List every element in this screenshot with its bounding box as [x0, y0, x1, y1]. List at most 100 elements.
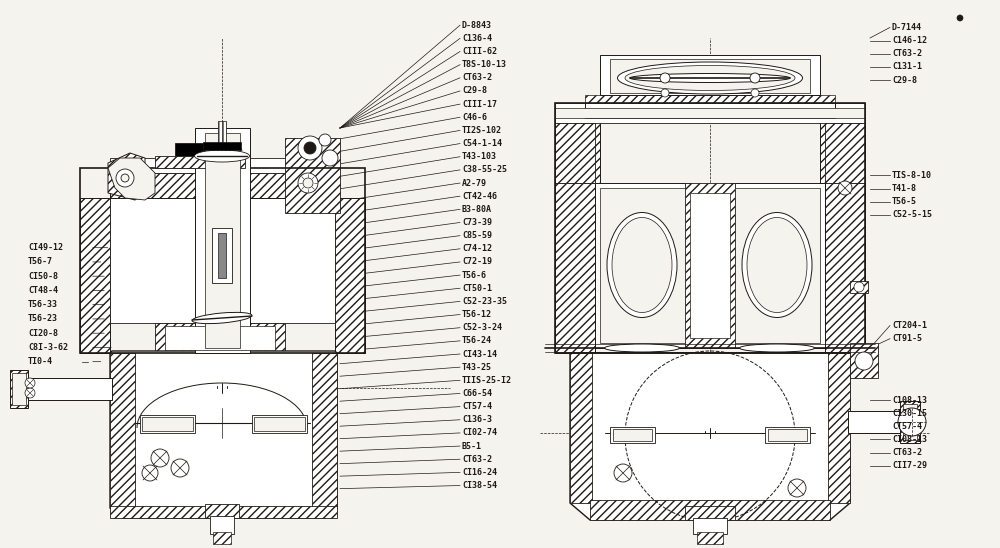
Bar: [555, 108, 865, 118]
Bar: [585, 95, 835, 103]
Circle shape: [855, 352, 873, 370]
Text: T56-12: T56-12: [462, 310, 492, 319]
Bar: [252, 415, 307, 433]
Bar: [155, 156, 245, 168]
Bar: [10, 370, 28, 408]
Text: C136-3: C136-3: [462, 415, 492, 424]
Polygon shape: [110, 351, 337, 518]
Bar: [825, 123, 865, 183]
Bar: [828, 353, 850, 503]
Ellipse shape: [618, 62, 802, 94]
Ellipse shape: [740, 344, 814, 352]
Bar: [768, 429, 807, 441]
Text: CT50-1: CT50-1: [462, 284, 492, 293]
Circle shape: [142, 465, 158, 481]
Circle shape: [751, 89, 759, 97]
Ellipse shape: [625, 66, 795, 90]
Bar: [165, 326, 275, 350]
Circle shape: [303, 178, 313, 188]
Text: A2-79: A2-79: [462, 179, 487, 187]
Text: CT57-4: CT57-4: [462, 402, 492, 411]
Bar: [213, 532, 231, 544]
Circle shape: [898, 408, 926, 436]
Polygon shape: [108, 153, 145, 200]
Circle shape: [304, 142, 316, 154]
Ellipse shape: [747, 218, 807, 312]
Circle shape: [322, 150, 338, 166]
Ellipse shape: [604, 344, 680, 352]
Bar: [110, 198, 335, 228]
Text: T56-23: T56-23: [28, 315, 58, 323]
Bar: [820, 113, 865, 183]
Ellipse shape: [630, 73, 790, 83]
Text: CIII-17: CIII-17: [462, 100, 497, 109]
Text: CT63-2: CT63-2: [892, 49, 922, 58]
Bar: [570, 353, 592, 503]
Text: CT42-46: CT42-46: [462, 192, 497, 201]
Bar: [218, 121, 226, 146]
Text: TIS-8-10: TIS-8-10: [892, 171, 932, 180]
Text: CT48-4: CT48-4: [28, 286, 58, 295]
Text: CIII-62: CIII-62: [462, 47, 497, 56]
Circle shape: [151, 449, 169, 467]
Circle shape: [838, 181, 852, 195]
Ellipse shape: [612, 218, 672, 312]
Ellipse shape: [742, 213, 812, 317]
Circle shape: [854, 282, 864, 292]
Text: C38-55-25: C38-55-25: [462, 165, 507, 174]
Bar: [685, 183, 735, 348]
Circle shape: [298, 173, 318, 193]
Bar: [110, 173, 335, 198]
Text: CI50-8: CI50-8: [28, 272, 58, 281]
Bar: [203, 142, 241, 150]
Text: D-7144: D-7144: [892, 23, 922, 32]
Circle shape: [750, 73, 760, 83]
Bar: [555, 183, 595, 353]
Text: T8S-10-13: T8S-10-13: [462, 60, 507, 69]
Text: CI38-54: CI38-54: [462, 481, 497, 490]
Text: C130-15: C130-15: [892, 409, 927, 418]
Bar: [693, 518, 727, 534]
Ellipse shape: [194, 150, 250, 162]
Text: TI0-4: TI0-4: [28, 357, 53, 366]
Bar: [590, 500, 830, 520]
Bar: [735, 188, 820, 343]
Bar: [140, 415, 195, 433]
Ellipse shape: [192, 312, 252, 324]
Text: C74-12: C74-12: [462, 244, 492, 253]
Text: C72-19: C72-19: [462, 258, 492, 266]
Bar: [825, 183, 865, 353]
Circle shape: [661, 89, 669, 97]
Bar: [155, 323, 285, 353]
Text: C46-6: C46-6: [462, 113, 487, 122]
Bar: [903, 404, 917, 440]
Text: C54-1-14: C54-1-14: [462, 139, 502, 148]
Text: C131-1: C131-1: [892, 62, 922, 71]
Text: CI16-24: CI16-24: [462, 468, 497, 477]
Text: B5-1: B5-1: [462, 442, 482, 450]
Bar: [205, 504, 239, 518]
Circle shape: [319, 134, 331, 146]
Text: C52-5-15: C52-5-15: [892, 210, 932, 219]
Bar: [110, 158, 335, 173]
Text: T56-7: T56-7: [28, 258, 53, 266]
Circle shape: [116, 169, 134, 187]
Bar: [555, 123, 595, 183]
Text: CT63-2: CT63-2: [892, 448, 922, 457]
Circle shape: [660, 73, 670, 83]
Bar: [850, 343, 878, 378]
Bar: [555, 103, 865, 123]
Text: C136-4: C136-4: [462, 34, 492, 43]
Bar: [697, 532, 723, 544]
Text: C8I-3-62: C8I-3-62: [28, 343, 68, 352]
Bar: [210, 516, 234, 534]
Text: T56-24: T56-24: [462, 336, 492, 345]
Bar: [600, 188, 685, 343]
Bar: [900, 401, 920, 443]
Text: T56-33: T56-33: [28, 300, 58, 309]
Text: T41-8: T41-8: [892, 184, 917, 193]
Bar: [80, 168, 365, 353]
Bar: [555, 103, 865, 353]
Bar: [595, 183, 690, 348]
Text: CI08-13: CI08-13: [892, 435, 927, 444]
